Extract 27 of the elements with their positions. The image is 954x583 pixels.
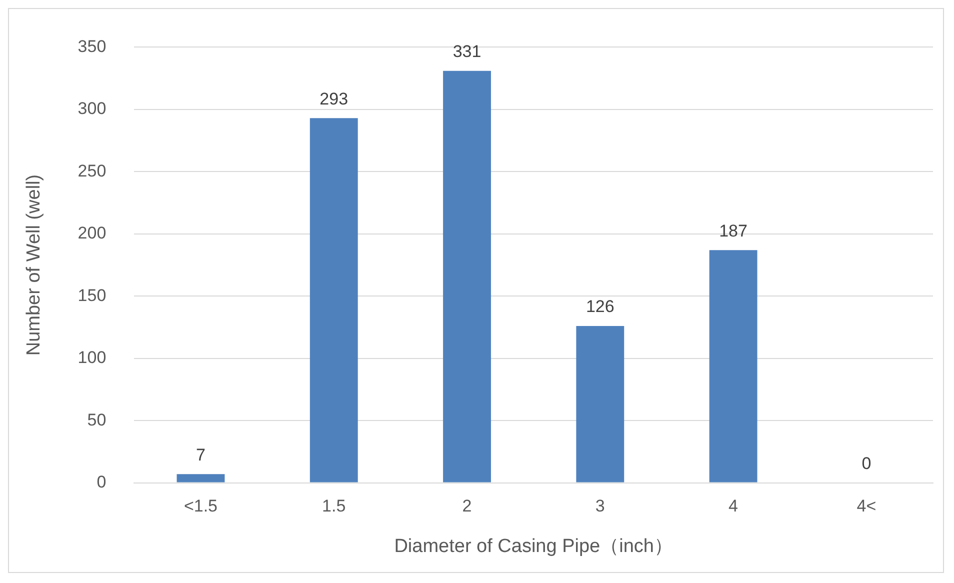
y-tick-label: 300 xyxy=(78,99,106,118)
data-label: 331 xyxy=(452,42,482,62)
y-tick-label: 200 xyxy=(78,224,106,243)
y-tick-label: 50 xyxy=(87,410,106,430)
x-tick-label: 4< xyxy=(856,496,876,516)
bar xyxy=(709,250,758,482)
bar xyxy=(443,70,491,482)
y-tick-label: 350 xyxy=(78,36,106,56)
y-tick-label: 100 xyxy=(78,348,106,368)
y-tick-label: 0 xyxy=(96,472,106,492)
y-tick-label: 250 xyxy=(78,161,106,180)
data-label: 7 xyxy=(196,445,206,464)
bar xyxy=(176,474,225,482)
data-label: 0 xyxy=(862,454,872,473)
y-axis-title: Number of Well (well) xyxy=(24,174,45,356)
x-tick-label: 1.5 xyxy=(322,496,346,516)
x-tick-label: 4 xyxy=(728,496,738,516)
data-label: 126 xyxy=(586,297,614,316)
x-tick-label: 3 xyxy=(595,496,605,516)
x-tick-label: <1.5 xyxy=(184,496,218,516)
x-axis-title: Diameter of Casing Pipe（inch） xyxy=(394,536,673,557)
data-label: 187 xyxy=(719,221,748,240)
x-tick-label: 2 xyxy=(462,496,472,516)
data-label: 293 xyxy=(320,89,348,108)
y-tick-label: 150 xyxy=(78,286,106,305)
bar xyxy=(576,326,624,482)
bar xyxy=(310,118,358,482)
